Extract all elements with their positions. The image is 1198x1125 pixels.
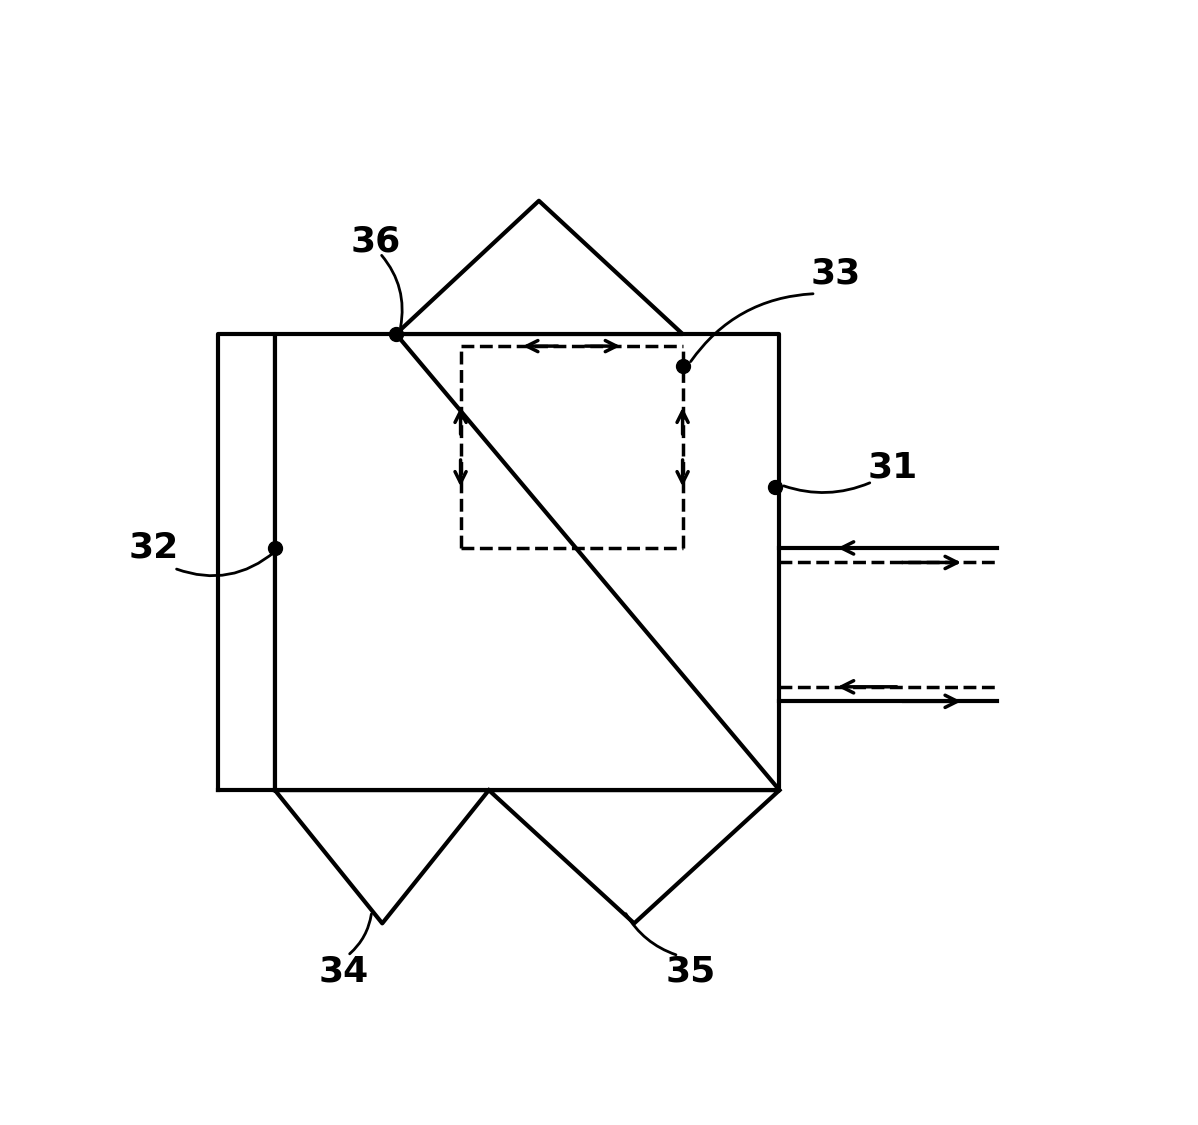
Polygon shape [274,790,489,924]
Text: 35: 35 [666,955,715,989]
Polygon shape [489,790,780,924]
Text: 34: 34 [319,955,369,989]
Polygon shape [274,334,780,790]
Text: 36: 36 [351,224,401,258]
Text: 31: 31 [867,450,918,484]
Text: 33: 33 [811,256,861,290]
Polygon shape [397,200,683,334]
Polygon shape [218,334,274,790]
Text: 32: 32 [128,531,179,565]
